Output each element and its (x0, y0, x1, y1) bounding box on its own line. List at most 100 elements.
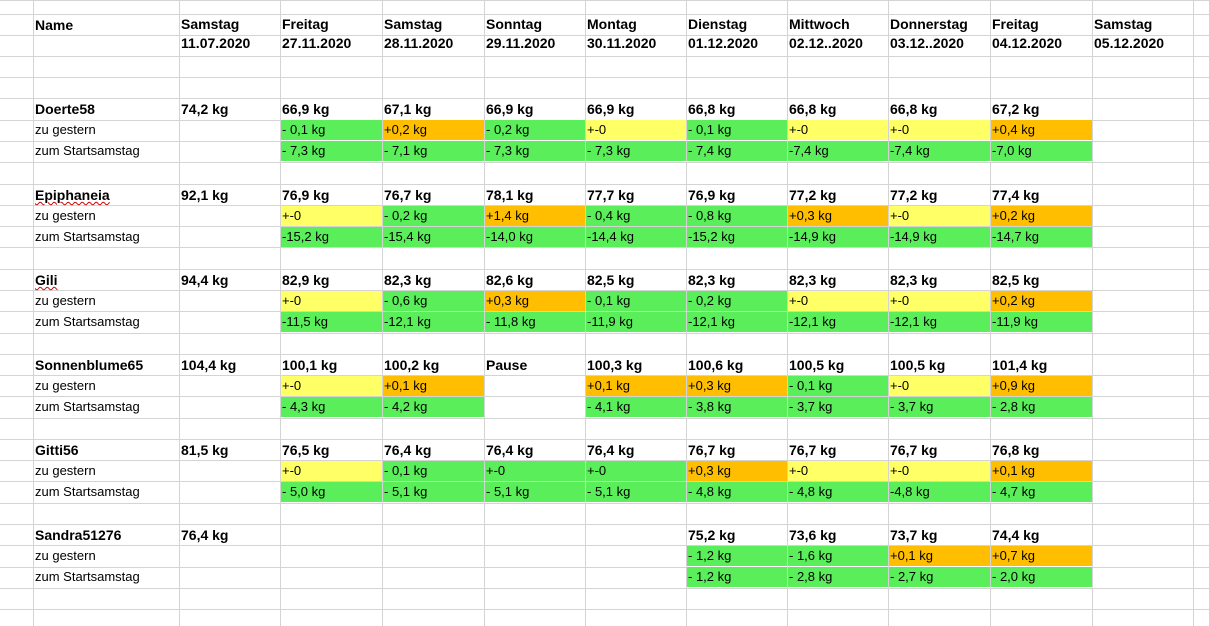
weight-cell[interactable]: 82,9 kg (282, 272, 330, 288)
person-name-cell[interactable]: Epiphaneia (35, 187, 110, 203)
diff-start-cell[interactable]: - 3,8 kg (687, 397, 787, 417)
weight-cell[interactable]: 78,1 kg (486, 187, 534, 203)
diff-start-cell[interactable]: -12,1 kg (889, 312, 990, 332)
diff-start-label-cell[interactable]: zum Startsamstag (35, 229, 140, 244)
diff-start-cell[interactable]: -4,8 kg (889, 482, 990, 502)
diff-day-label-cell[interactable]: zu gestern (35, 122, 96, 137)
diff-start-cell[interactable]: - 5,1 kg (383, 482, 484, 502)
diff-start-cell[interactable]: -14,0 kg (485, 227, 585, 247)
weight-cell[interactable]: 76,9 kg (688, 187, 736, 203)
weight-cell[interactable]: 82,3 kg (789, 272, 837, 288)
diff-start-cell[interactable]: -11,9 kg (991, 312, 1092, 332)
header-day-cell[interactable]: Samstag (181, 16, 240, 32)
start-weight-cell[interactable]: 74,2 kg (181, 101, 229, 117)
weight-cell[interactable]: 66,9 kg (282, 101, 330, 117)
weight-cell[interactable]: 76,7 kg (789, 442, 837, 458)
header-day-cell[interactable]: Freitag (282, 16, 329, 32)
diff-day-cell[interactable]: +0,3 kg (788, 206, 888, 226)
start-weight-cell[interactable]: 94,4 kg (181, 272, 229, 288)
diff-start-cell[interactable]: - 3,7 kg (788, 397, 888, 417)
diff-day-cell[interactable]: - 0,6 kg (383, 291, 484, 311)
header-day-cell[interactable]: Donnerstag (890, 16, 968, 32)
header-day-cell[interactable]: Montag (587, 16, 637, 32)
diff-day-cell[interactable]: +1,4 kg (485, 206, 585, 226)
diff-start-cell[interactable]: -15,4 kg (383, 227, 484, 247)
person-name-cell[interactable]: Sandra51276 (35, 527, 122, 543)
diff-start-cell[interactable]: - 4,1 kg (586, 397, 686, 417)
weight-cell[interactable]: 82,5 kg (587, 272, 635, 288)
diff-day-cell[interactable]: +-0 (281, 461, 382, 481)
diff-day-cell[interactable]: - 1,6 kg (788, 546, 888, 566)
diff-start-label-cell[interactable]: zum Startsamstag (35, 143, 140, 158)
start-weight-cell[interactable]: 76,4 kg (181, 527, 229, 543)
diff-start-cell[interactable]: - 2,8 kg (788, 567, 888, 587)
weight-cell[interactable]: 82,3 kg (384, 272, 432, 288)
diff-start-cell[interactable]: -14,4 kg (586, 227, 686, 247)
weight-cell[interactable]: 66,8 kg (688, 101, 736, 117)
diff-day-cell[interactable]: +0,3 kg (687, 376, 787, 396)
diff-day-cell[interactable]: +-0 (788, 291, 888, 311)
header-date-cell[interactable]: 27.11.2020 (282, 35, 352, 51)
diff-day-cell[interactable]: - 0,2 kg (383, 206, 484, 226)
diff-start-cell[interactable]: - 4,8 kg (788, 482, 888, 502)
diff-day-cell[interactable]: +-0 (586, 461, 686, 481)
diff-start-cell[interactable]: - 2,7 kg (889, 567, 990, 587)
diff-start-cell[interactable]: -12,1 kg (687, 312, 787, 332)
diff-start-cell[interactable]: - 5,1 kg (586, 482, 686, 502)
weight-cell[interactable]: 66,8 kg (789, 101, 837, 117)
weight-cell[interactable]: 77,2 kg (789, 187, 837, 203)
diff-day-cell[interactable]: +-0 (586, 120, 686, 140)
header-day-cell[interactable]: Samstag (1094, 16, 1153, 32)
diff-day-cell[interactable]: +-0 (485, 461, 585, 481)
weight-cell[interactable]: 77,2 kg (890, 187, 938, 203)
diff-start-cell[interactable]: - 3,7 kg (889, 397, 990, 417)
weight-cell[interactable]: 66,9 kg (486, 101, 534, 117)
diff-day-cell[interactable]: +0,4 kg (991, 120, 1092, 140)
diff-day-cell[interactable]: +-0 (889, 376, 990, 396)
header-day-cell[interactable]: Sonntag (486, 16, 542, 32)
weight-cell[interactable]: 75,2 kg (688, 527, 736, 543)
start-weight-cell[interactable]: 92,1 kg (181, 187, 229, 203)
weight-cell[interactable]: 76,7 kg (384, 187, 432, 203)
diff-day-cell[interactable]: +-0 (889, 291, 990, 311)
weight-cell[interactable]: 77,4 kg (992, 187, 1040, 203)
header-date-cell[interactable]: 01.12.2020 (688, 35, 759, 51)
header-date-cell[interactable]: 05.12.2020 (1094, 35, 1165, 51)
diff-day-cell[interactable]: - 0,1 kg (383, 461, 484, 481)
header-date-cell[interactable]: 30.11.2020 (587, 35, 657, 51)
diff-day-cell[interactable]: - 0,1 kg (281, 120, 382, 140)
weight-cell[interactable]: 82,3 kg (890, 272, 938, 288)
diff-start-cell[interactable]: -7,4 kg (788, 141, 888, 161)
diff-day-cell[interactable]: +0,3 kg (687, 461, 787, 481)
diff-start-cell[interactable]: - 7,1 kg (383, 141, 484, 161)
header-date-cell[interactable]: 02.12..2020 (789, 35, 863, 51)
weight-cell[interactable]: 66,9 kg (587, 101, 635, 117)
weight-cell[interactable]: 76,8 kg (992, 442, 1040, 458)
weight-cell[interactable]: 76,9 kg (282, 187, 330, 203)
header-day-cell[interactable]: Freitag (992, 16, 1039, 32)
diff-day-cell[interactable]: - 0,1 kg (586, 291, 686, 311)
diff-start-cell[interactable]: - 5,1 kg (485, 482, 585, 502)
header-day-cell[interactable]: Samstag (384, 16, 443, 32)
diff-day-cell[interactable]: +0,2 kg (991, 206, 1092, 226)
person-name-cell[interactable]: Doerte58 (35, 101, 95, 117)
person-name-cell[interactable]: Gitti56 (35, 442, 79, 458)
diff-start-cell[interactable]: -15,2 kg (281, 227, 382, 247)
diff-day-cell[interactable]: +0,1 kg (586, 376, 686, 396)
diff-day-cell[interactable]: - 0,1 kg (687, 120, 787, 140)
diff-day-cell[interactable]: +0,3 kg (485, 291, 585, 311)
header-day-cell[interactable]: Dienstag (688, 16, 748, 32)
diff-start-label-cell[interactable]: zum Startsamstag (35, 569, 140, 584)
diff-start-cell[interactable]: - 2,8 kg (991, 397, 1092, 417)
diff-day-cell[interactable]: +0,1 kg (889, 546, 990, 566)
weight-cell[interactable]: 100,6 kg (688, 357, 744, 373)
diff-day-cell[interactable]: +-0 (281, 291, 382, 311)
diff-start-label-cell[interactable]: zum Startsamstag (35, 484, 140, 499)
header-date-cell[interactable]: 11.07.2020 (181, 35, 251, 51)
diff-day-cell[interactable]: - 0,1 kg (788, 376, 888, 396)
weight-cell[interactable]: 101,4 kg (992, 357, 1048, 373)
diff-start-label-cell[interactable]: zum Startsamstag (35, 399, 140, 414)
person-name-cell[interactable]: Sonnenblume65 (35, 357, 144, 373)
diff-start-cell[interactable]: - 5,0 kg (281, 482, 382, 502)
